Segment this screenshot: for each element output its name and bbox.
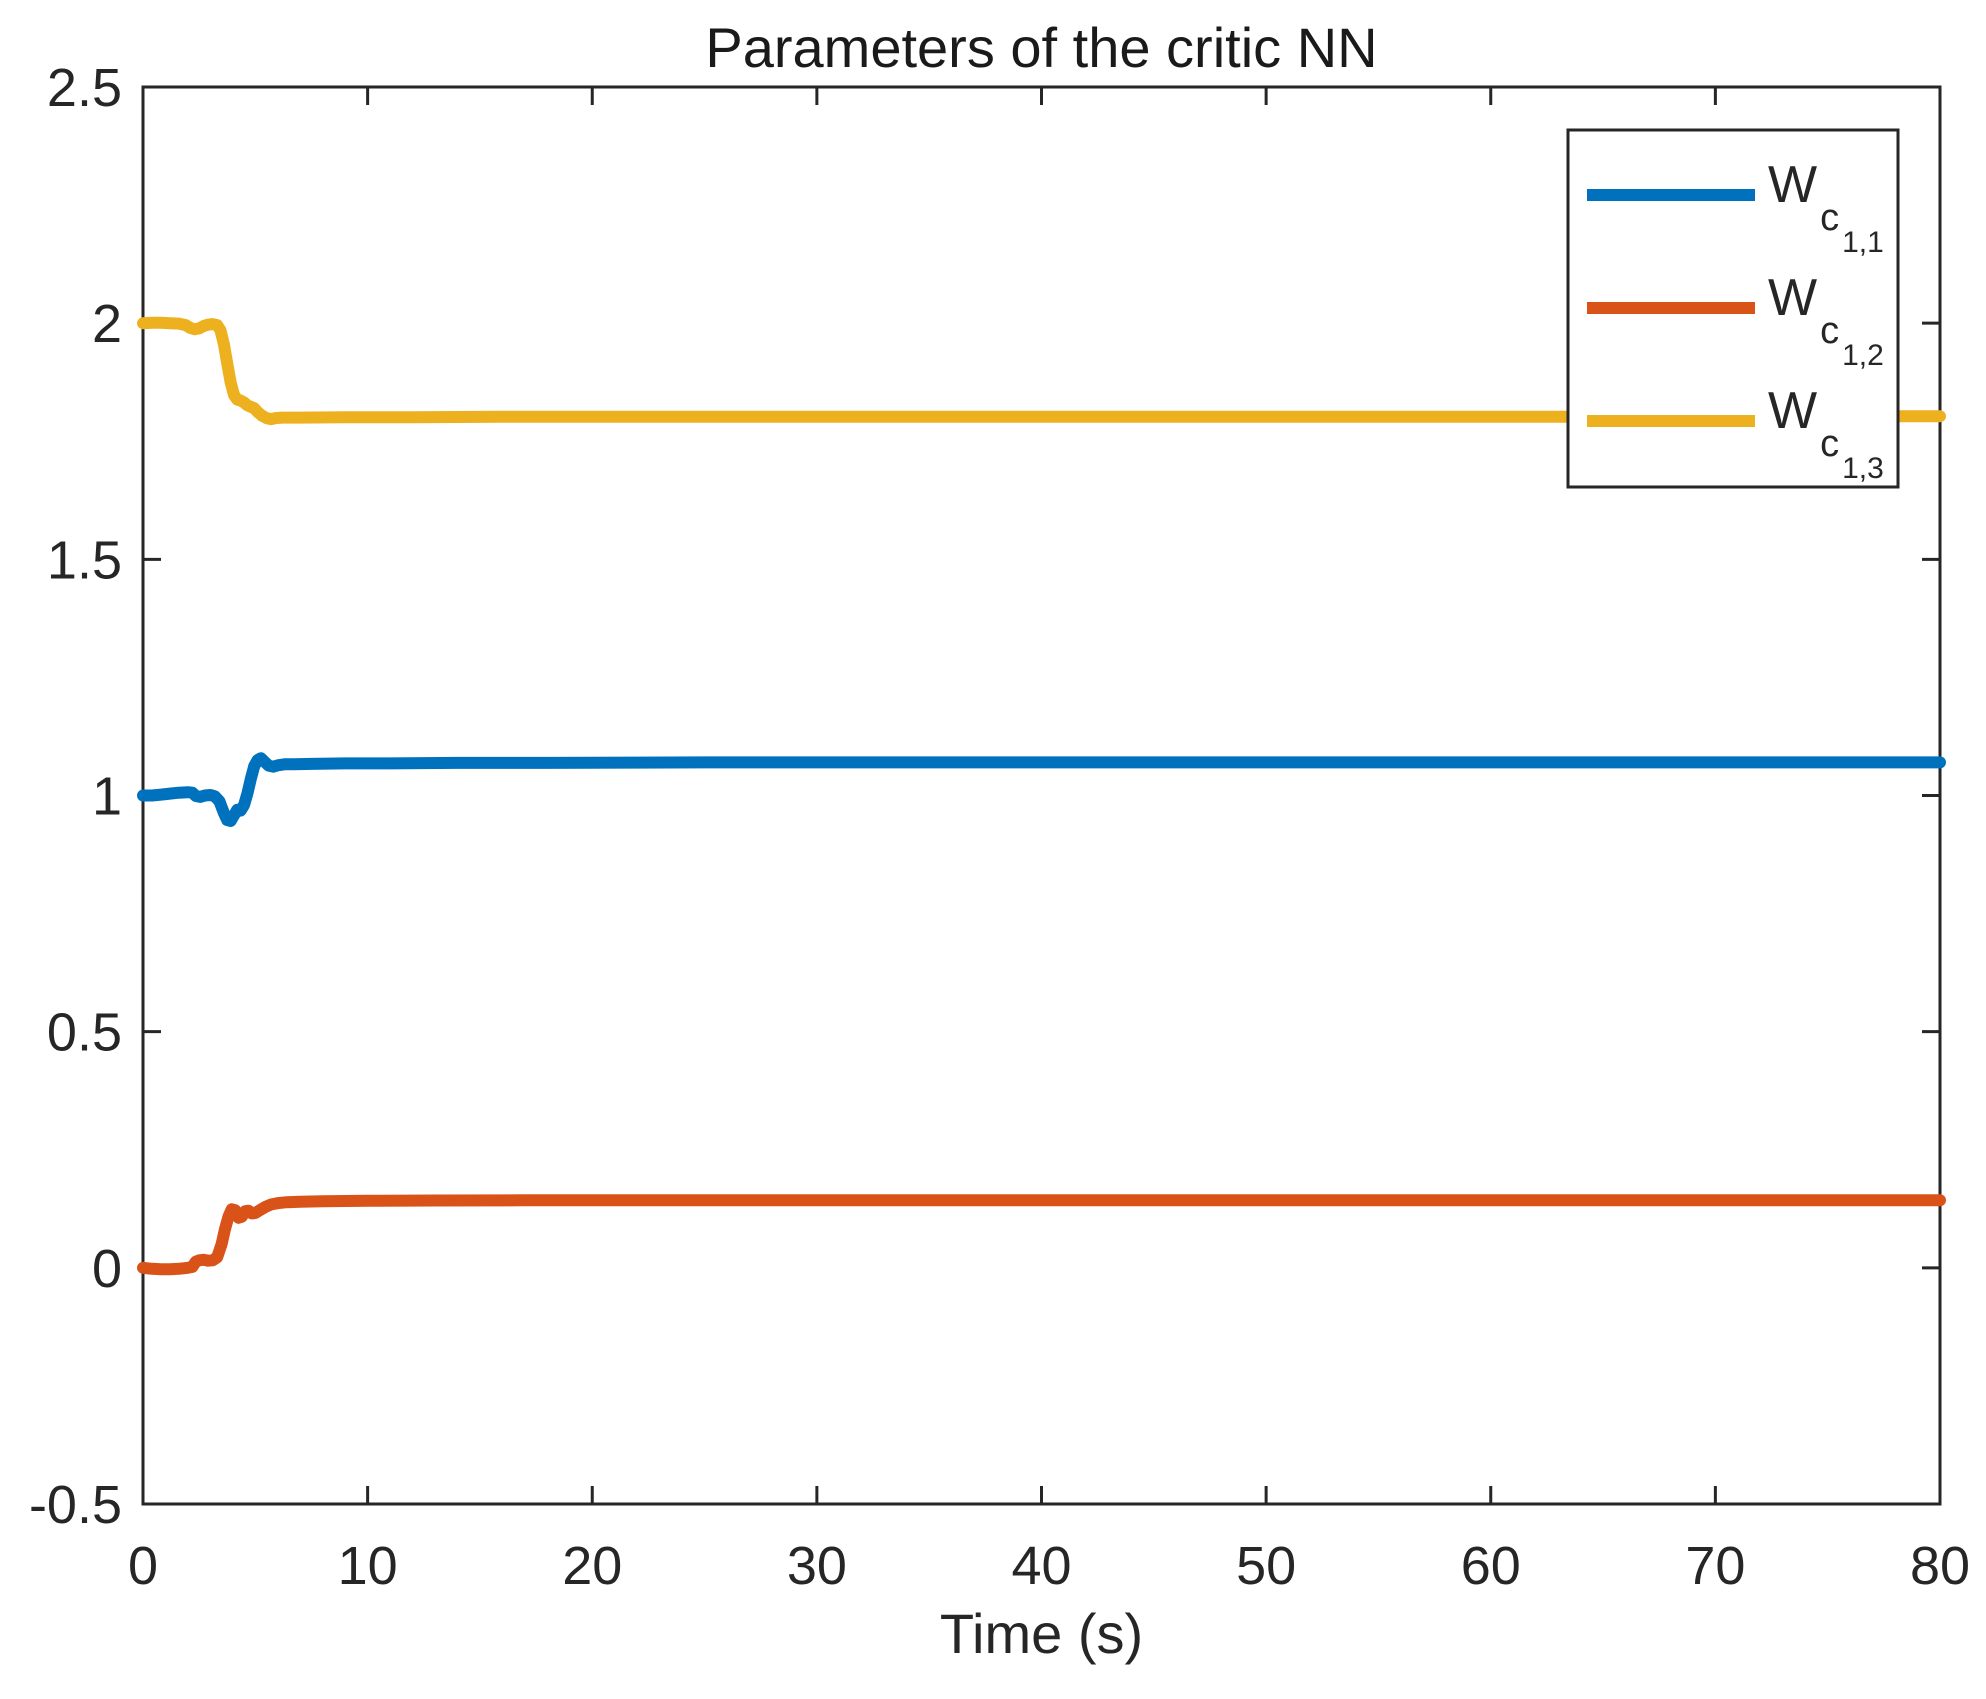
- y-tick-label: -0.5: [29, 1475, 122, 1535]
- series-line-3: [137, 316, 1946, 426]
- y-tick-label: 1.5: [47, 530, 122, 590]
- y-tick-label: 1: [92, 767, 122, 827]
- x-tick-label: 0: [128, 1536, 158, 1596]
- series-line-1: [137, 752, 1946, 827]
- y-tick-label: 2: [92, 294, 122, 354]
- x-tick-label: 70: [1685, 1536, 1745, 1596]
- x-tick-label: 40: [1011, 1536, 1071, 1596]
- y-tick-label: 0: [92, 1239, 122, 1299]
- x-tick-label: 80: [1910, 1536, 1970, 1596]
- x-tick-label: 30: [787, 1536, 847, 1596]
- x-tick-label: 60: [1461, 1536, 1521, 1596]
- x-tick-label: 10: [338, 1536, 398, 1596]
- chart-title: Parameters of the critic NN: [705, 16, 1378, 79]
- y-tick-label: 2.5: [47, 58, 122, 118]
- y-tick-label: 0.5: [47, 1003, 122, 1063]
- x-axis-label: Time (s): [939, 1602, 1144, 1665]
- x-tick-label: 20: [562, 1536, 622, 1596]
- x-tick-label: 50: [1236, 1536, 1296, 1596]
- series-line-2: [137, 1194, 1946, 1276]
